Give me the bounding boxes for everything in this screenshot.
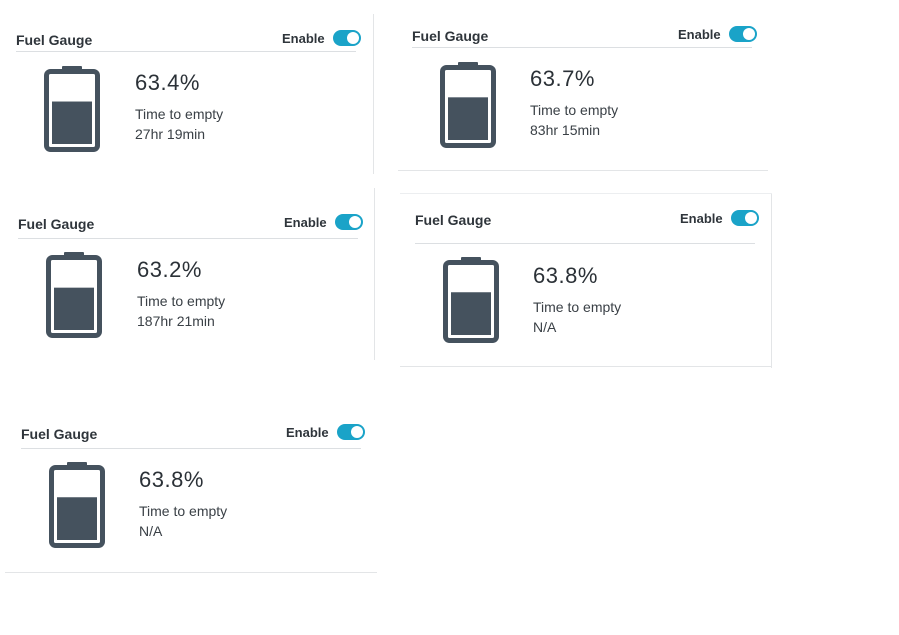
time-to-empty-value: N/A [533, 319, 557, 335]
battery-icon [443, 257, 499, 343]
charge-percent: 63.7% [530, 66, 595, 91]
enable-toggle[interactable] [728, 26, 757, 42]
header-divider [21, 448, 361, 449]
enable-toggle[interactable] [336, 424, 365, 440]
time-to-empty-value: N/A [139, 523, 163, 539]
toggle-knob [742, 28, 755, 40]
enable-label: Enable [286, 424, 329, 440]
enable-label: Enable [678, 26, 721, 42]
card-header: Fuel Gauge Enable [412, 18, 757, 54]
battery-icon [44, 66, 100, 152]
toggle-knob [350, 426, 363, 438]
card-edge-bottom [398, 170, 768, 171]
toggle-knob [348, 216, 361, 228]
enable-control: Enable [284, 214, 363, 230]
fuel-gauge-card: Fuel Gauge Enable 63.7% Time to empty 83… [398, 10, 768, 171]
card-title: Fuel Gauge [415, 212, 492, 228]
card-title: Fuel Gauge [16, 32, 93, 48]
time-to-empty-value: 187hr 21min [137, 313, 215, 329]
card-edge-right [374, 188, 375, 360]
enable-toggle[interactable] [332, 30, 361, 46]
card-title: Fuel Gauge [18, 216, 95, 232]
header-divider [18, 238, 358, 239]
card-title: Fuel Gauge [21, 426, 98, 442]
card-header: Fuel Gauge Enable [16, 22, 366, 58]
toggle-knob [744, 212, 757, 224]
time-to-empty-label: Time to empty [137, 293, 226, 309]
fuel-gauge-card: Fuel Gauge Enable 63.8% Time to empty N/… [400, 193, 772, 368]
card-edge-right [771, 194, 772, 368]
enable-control: Enable [680, 210, 759, 226]
battery-fill [448, 97, 488, 140]
time-to-empty-label: Time to empty [530, 102, 619, 118]
time-to-empty-value: 27hr 19min [135, 126, 206, 142]
enable-label: Enable [680, 210, 723, 226]
charge-percent: 63.2% [137, 257, 202, 282]
card-header: Fuel Gauge Enable [415, 202, 760, 238]
enable-toggle[interactable] [334, 214, 363, 230]
card-header: Fuel Gauge Enable [18, 206, 368, 242]
charge-percent: 63.8% [139, 467, 204, 492]
header-divider [16, 51, 356, 52]
battery-icon [440, 62, 496, 148]
header-divider [415, 243, 755, 244]
enable-control: Enable [286, 424, 365, 440]
battery-fill [52, 101, 92, 144]
card-edge-bottom [400, 366, 772, 367]
time-to-empty-label: Time to empty [533, 299, 622, 315]
toggle-knob [346, 32, 359, 44]
battery-icon [49, 462, 105, 548]
card-edge-bottom [5, 572, 377, 573]
enable-control: Enable [282, 30, 361, 46]
battery-fill [57, 497, 97, 540]
card-title: Fuel Gauge [412, 28, 489, 44]
battery-icon [46, 252, 102, 338]
fuel-gauge-card: Fuel Gauge Enable 63.4% Time to empty 27… [6, 14, 374, 174]
enable-label: Enable [284, 214, 327, 230]
fuel-gauge-card: Fuel Gauge Enable 63.8% Time to empty N/… [5, 408, 377, 573]
charge-percent: 63.4% [135, 70, 200, 95]
battery-fill [451, 292, 491, 335]
card-edge-right [373, 14, 374, 174]
fuel-gauge-card: Fuel Gauge Enable 63.2% Time to empty 18… [8, 188, 375, 361]
battery-fill [54, 287, 94, 330]
time-to-empty-label: Time to empty [139, 503, 228, 519]
enable-control: Enable [678, 26, 757, 42]
charge-percent: 63.8% [533, 263, 598, 288]
enable-toggle[interactable] [730, 210, 759, 226]
time-to-empty-value: 83hr 15min [530, 122, 601, 138]
card-header: Fuel Gauge Enable [21, 416, 366, 452]
header-divider [412, 47, 752, 48]
time-to-empty-label: Time to empty [135, 106, 224, 122]
enable-label: Enable [282, 30, 325, 46]
